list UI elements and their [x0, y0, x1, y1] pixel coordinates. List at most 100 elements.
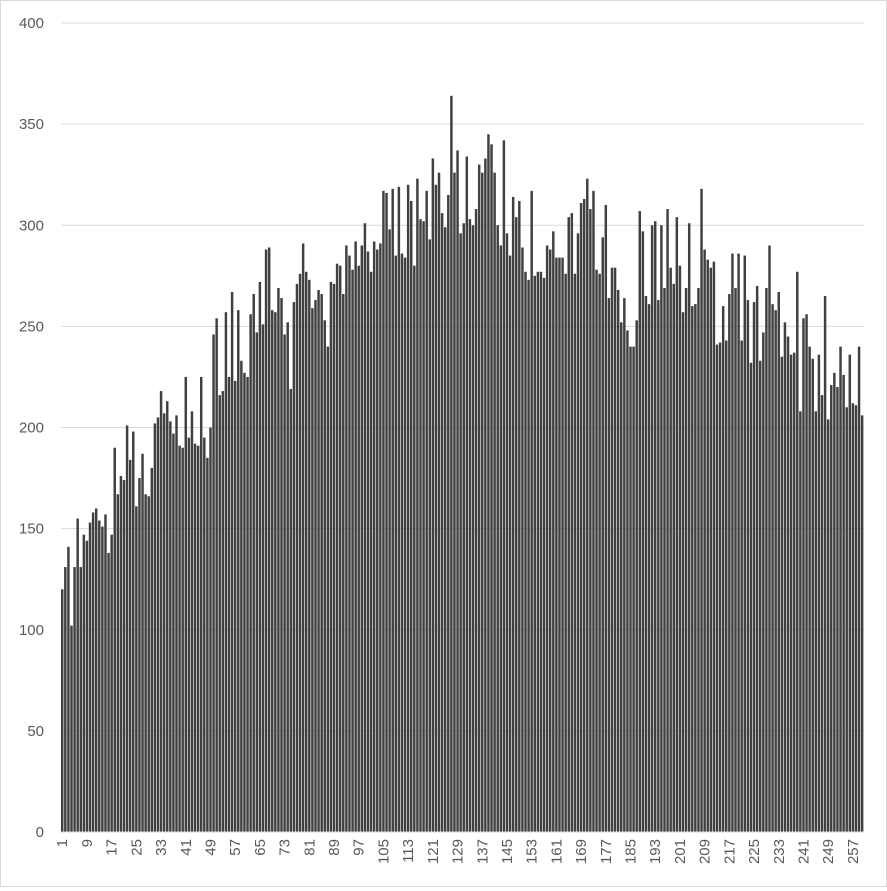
x-tick-label: 73: [277, 839, 294, 856]
bar: [860, 415, 864, 832]
bar: [731, 253, 734, 832]
bar: [755, 285, 759, 832]
bar: [579, 203, 583, 832]
bar: [428, 239, 431, 832]
bar: [715, 344, 719, 832]
bar: [582, 198, 586, 832]
bar: [249, 314, 252, 832]
bar: [647, 304, 651, 832]
bar: [576, 233, 580, 833]
bar: [709, 267, 713, 833]
bar: [573, 273, 577, 832]
bar: [369, 271, 373, 832]
bar: [422, 221, 425, 832]
bar: [774, 310, 777, 832]
x-tick-label: 225: [746, 839, 763, 864]
bar: [360, 245, 364, 833]
bar: [224, 312, 228, 833]
bar: [508, 255, 512, 833]
bar: [144, 494, 147, 832]
y-tick-label: 150: [19, 521, 44, 538]
bar: [830, 385, 833, 832]
x-tick-label: 153: [524, 839, 541, 864]
bar: [474, 209, 478, 832]
bar: [156, 417, 160, 832]
y-tick-label: 100: [19, 622, 44, 639]
bar: [382, 190, 385, 832]
bar: [607, 298, 611, 832]
bar: [854, 405, 858, 832]
bars-group: [61, 95, 864, 833]
bar: [592, 190, 595, 832]
bar: [796, 271, 799, 832]
bar: [805, 314, 808, 832]
bar: [345, 245, 348, 833]
bar: [725, 340, 728, 832]
bar: [261, 324, 265, 832]
bar: [233, 380, 237, 832]
bar: [138, 478, 141, 832]
x-tick-label: 193: [647, 839, 664, 864]
bar: [376, 249, 379, 832]
bar: [817, 354, 821, 832]
bar: [845, 407, 848, 832]
bar: [419, 219, 422, 832]
bar: [635, 320, 638, 832]
bar: [169, 421, 172, 832]
bar: [487, 134, 490, 833]
bar: [839, 346, 842, 832]
bar: [280, 298, 283, 832]
bar: [545, 245, 549, 833]
bar: [484, 158, 487, 832]
bar: [468, 219, 472, 832]
bar: [243, 372, 246, 832]
bar: [820, 395, 824, 832]
bar: [712, 261, 716, 832]
bar: [82, 534, 86, 832]
bar: [666, 209, 669, 832]
x-axis-tick-labels: 1 9 17 25 33 41 49 57 65 73 81 89 97 105 113 121 129 137 1…: [54, 839, 862, 864]
bar: [104, 514, 107, 832]
bar: [650, 225, 654, 832]
bar: [515, 217, 518, 832]
bar: [107, 552, 110, 832]
bar: [669, 267, 672, 833]
bar: [734, 287, 737, 832]
x-tick-label: 169: [573, 839, 590, 864]
bar: [230, 291, 234, 832]
bar: [808, 346, 811, 832]
bar: [499, 245, 503, 833]
bar: [88, 522, 92, 832]
bar: [172, 433, 175, 832]
bar: [672, 283, 675, 832]
bar: [203, 437, 206, 832]
bar: [511, 196, 515, 832]
bar: [385, 192, 388, 832]
bar: [342, 294, 345, 832]
bar: [292, 302, 296, 832]
bar: [110, 534, 113, 832]
bar: [264, 249, 268, 832]
bar: [113, 447, 116, 832]
bar: [703, 249, 706, 832]
bar: [502, 140, 506, 832]
bar: [752, 302, 756, 832]
bar: [431, 158, 435, 832]
y-tick-label: 0: [36, 824, 44, 841]
bar: [372, 241, 376, 832]
bar: [366, 251, 370, 833]
x-tick-label: 177: [598, 839, 615, 864]
bar: [354, 241, 357, 832]
bar: [620, 322, 623, 832]
bar: [595, 269, 598, 832]
bar: [94, 508, 98, 832]
bar: [98, 520, 101, 832]
bar: [477, 164, 481, 832]
bar: [73, 567, 76, 832]
bar: [329, 281, 333, 832]
x-tick-label: 89: [326, 839, 343, 856]
bar: [542, 277, 546, 833]
bar: [425, 190, 428, 832]
bar: [85, 540, 89, 832]
